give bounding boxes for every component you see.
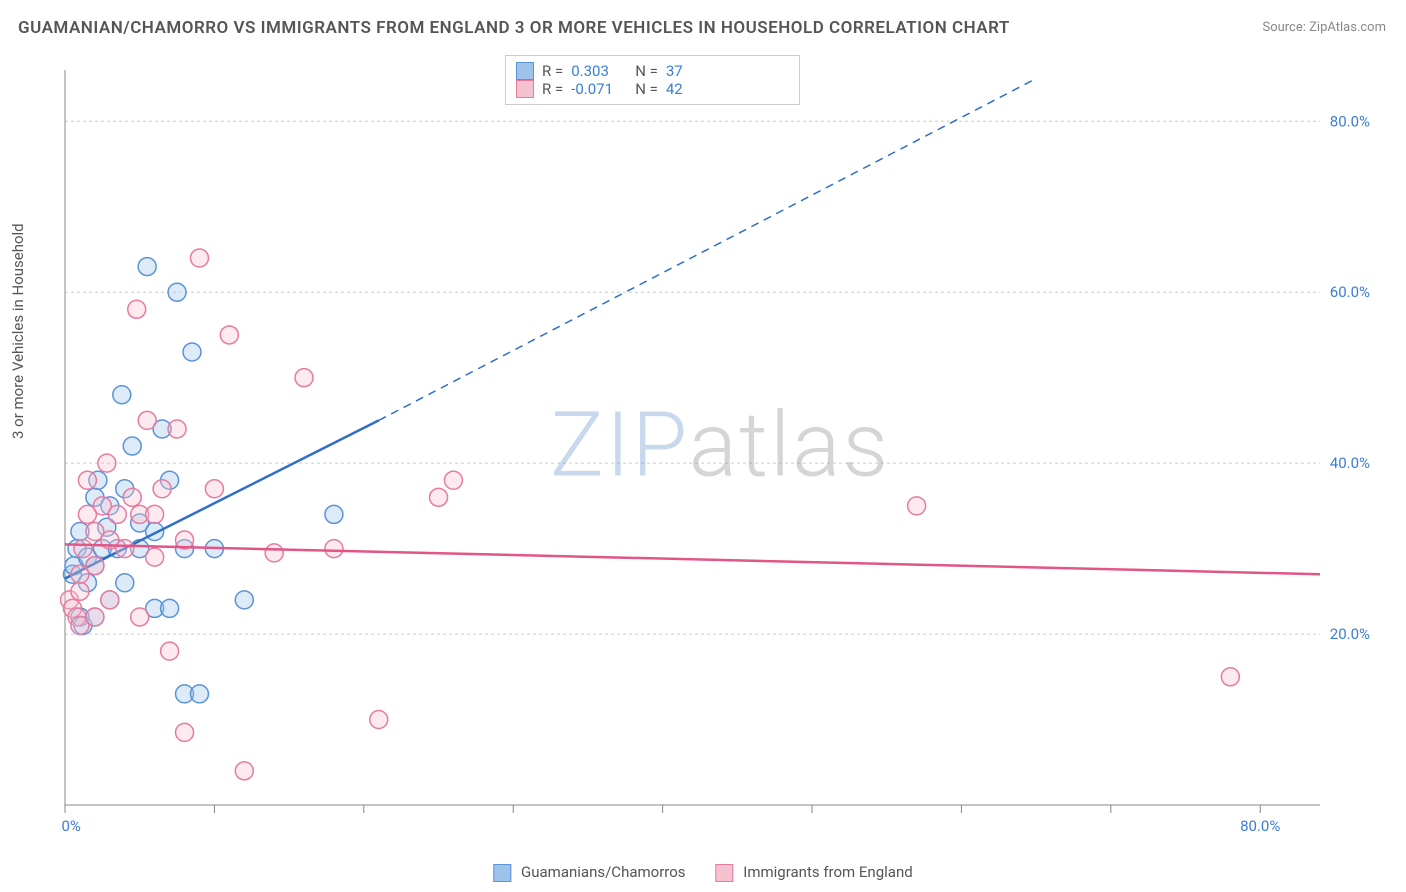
legend-swatch-series2 <box>516 80 534 98</box>
legend-swatch-series1 <box>516 62 534 80</box>
legend-r-label-1: R = <box>542 62 563 80</box>
svg-text:20.0%: 20.0% <box>1330 625 1370 643</box>
legend-n-label-2: N = <box>635 80 658 98</box>
svg-text:60.0%: 60.0% <box>1330 283 1370 301</box>
legend-item-series1: Guamanians/Chamorros <box>493 863 685 882</box>
svg-text:0.0%: 0.0% <box>60 817 81 835</box>
legend-swatch-bottom-2 <box>716 864 734 882</box>
watermark-atlas: atlas <box>689 393 890 498</box>
legend-r-label-2: R = <box>542 80 563 98</box>
legend-label-series2: Immigrants from England <box>743 863 912 881</box>
watermark: ZIPatlas <box>550 393 890 498</box>
series-legend: Guamanians/Chamorros Immigrants from Eng… <box>493 863 912 882</box>
legend-row-series1: R = 0.303 N = 37 <box>516 62 789 80</box>
legend-n-value-2: 42 <box>666 80 722 98</box>
watermark-zip: ZIP <box>550 393 689 498</box>
source-label: Source: ZipAtlas.com <box>1262 20 1386 35</box>
legend-r-value-1: 0.303 <box>571 62 627 80</box>
legend-swatch-bottom-1 <box>493 864 511 882</box>
y-axis-label: 3 or more Vehicles in Household <box>9 223 27 439</box>
legend-label-series1: Guamanians/Chamorros <box>521 863 685 881</box>
chart-area: 0.0% 80.0% 20.0% 40.0% 60.0% 80.0% ZIPatlas R… <box>60 50 1380 840</box>
legend-row-series2: R = -0.071 N = 42 <box>516 80 789 98</box>
svg-text:40.0%: 40.0% <box>1330 454 1370 472</box>
legend-item-series2: Immigrants from England <box>716 863 913 882</box>
correlation-legend: R = 0.303 N = 37 R = -0.071 N = 42 <box>505 55 800 105</box>
svg-text:80.0%: 80.0% <box>1240 817 1280 835</box>
legend-r-value-2: -0.071 <box>571 80 627 98</box>
svg-text:80.0%: 80.0% <box>1330 112 1370 130</box>
chart-title: GUAMANIAN/CHAMORRO VS IMMIGRANTS FROM EN… <box>18 18 1010 38</box>
legend-n-value-1: 37 <box>666 62 722 80</box>
legend-n-label-1: N = <box>635 62 658 80</box>
